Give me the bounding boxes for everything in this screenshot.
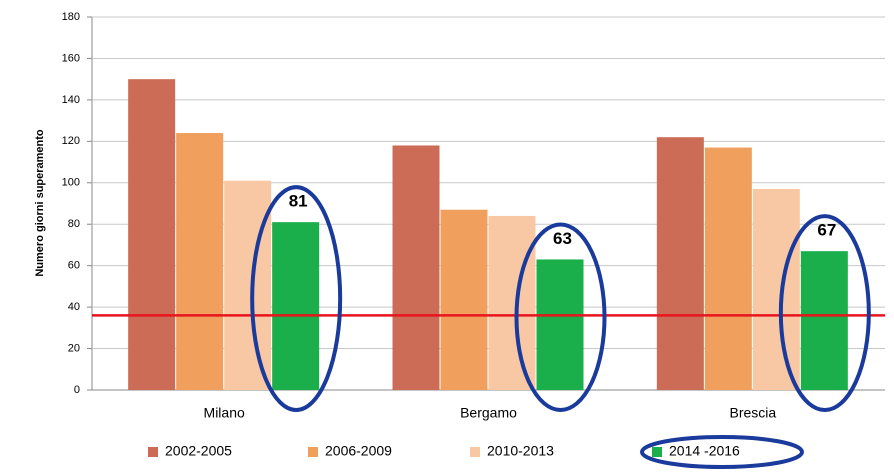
legend-swatch — [470, 447, 480, 457]
y-tick-label: 160 — [62, 52, 80, 64]
x-tick-label: Brescia — [729, 405, 776, 421]
y-tick-label: 0 — [74, 384, 80, 396]
x-tick-label: Bergamo — [460, 405, 517, 421]
highlight-ellipse — [250, 185, 343, 413]
legend-swatch — [148, 447, 158, 457]
y-tick-label: 120 — [62, 135, 80, 147]
y-tick-label: 20 — [68, 342, 80, 354]
bar — [440, 209, 488, 390]
bar — [272, 222, 320, 390]
legend-swatch — [308, 447, 318, 457]
value-label: 81 — [289, 192, 308, 211]
legend-label: 2002-2005 — [165, 443, 232, 459]
legend-label: 2006-2009 — [325, 443, 392, 459]
bar — [704, 147, 752, 390]
y-axis-title: Numero giorni superamento — [34, 129, 46, 277]
bar — [392, 145, 440, 390]
highlight-ellipse — [778, 214, 871, 413]
bar — [800, 251, 848, 390]
bar — [536, 259, 584, 390]
value-label: 67 — [817, 221, 836, 240]
legend-label: 2010-2013 — [487, 443, 554, 459]
y-tick-label: 80 — [68, 218, 80, 230]
legend-swatch — [652, 447, 662, 457]
legend-label: 2014 -2016 — [669, 443, 740, 459]
y-tick-label: 40 — [68, 301, 80, 313]
bar — [176, 133, 224, 391]
bar — [224, 180, 272, 390]
y-tick-label: 180 — [62, 11, 80, 23]
bar — [752, 188, 800, 390]
value-label: 63 — [553, 229, 572, 248]
y-tick-label: 100 — [62, 177, 80, 189]
bar — [128, 79, 176, 391]
highlight-ellipse — [514, 222, 607, 413]
y-tick-label: 60 — [68, 260, 80, 272]
bar — [656, 137, 704, 390]
bar — [488, 215, 536, 390]
y-tick-label: 140 — [62, 94, 80, 106]
legend-highlight — [640, 435, 804, 469]
x-tick-label: Milano — [204, 405, 245, 421]
